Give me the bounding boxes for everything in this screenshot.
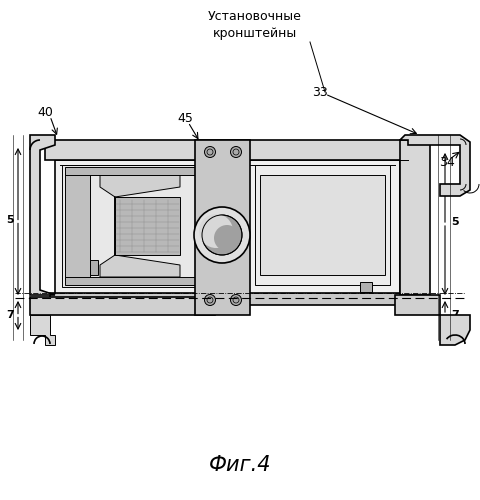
Text: Установочные
кронштейны: Установочные кронштейны: [208, 10, 302, 40]
Circle shape: [204, 294, 216, 306]
Bar: [65, 277, 197, 285]
Polygon shape: [30, 315, 55, 345]
Bar: [65, 173, 90, 279]
Circle shape: [230, 294, 241, 306]
Text: 34: 34: [439, 156, 455, 168]
Text: 5: 5: [451, 217, 459, 227]
Text: 7: 7: [451, 310, 459, 320]
Polygon shape: [440, 315, 470, 345]
Polygon shape: [30, 135, 55, 295]
Text: 45: 45: [177, 112, 193, 124]
Text: 7: 7: [6, 310, 14, 320]
Circle shape: [194, 207, 250, 263]
Circle shape: [214, 225, 240, 251]
Circle shape: [230, 146, 241, 158]
Bar: [62, 165, 200, 287]
Circle shape: [199, 214, 233, 248]
Text: 33: 33: [312, 86, 328, 98]
Bar: [55, 160, 400, 295]
Bar: [360, 282, 372, 292]
Text: 40: 40: [37, 106, 53, 118]
Bar: [395, 295, 440, 315]
Bar: [115, 197, 180, 255]
Text: Фиг.4: Фиг.4: [209, 455, 271, 475]
Bar: [30, 297, 215, 315]
Bar: [65, 167, 197, 175]
Text: 5: 5: [6, 215, 14, 225]
Circle shape: [202, 215, 242, 255]
Bar: [45, 140, 410, 160]
Bar: [50, 293, 405, 305]
Bar: [255, 165, 390, 285]
Bar: [195, 140, 250, 315]
Polygon shape: [100, 175, 180, 277]
Bar: [260, 175, 385, 275]
Bar: [90, 260, 98, 275]
Bar: [400, 140, 430, 295]
Circle shape: [204, 146, 216, 158]
Polygon shape: [400, 135, 470, 196]
